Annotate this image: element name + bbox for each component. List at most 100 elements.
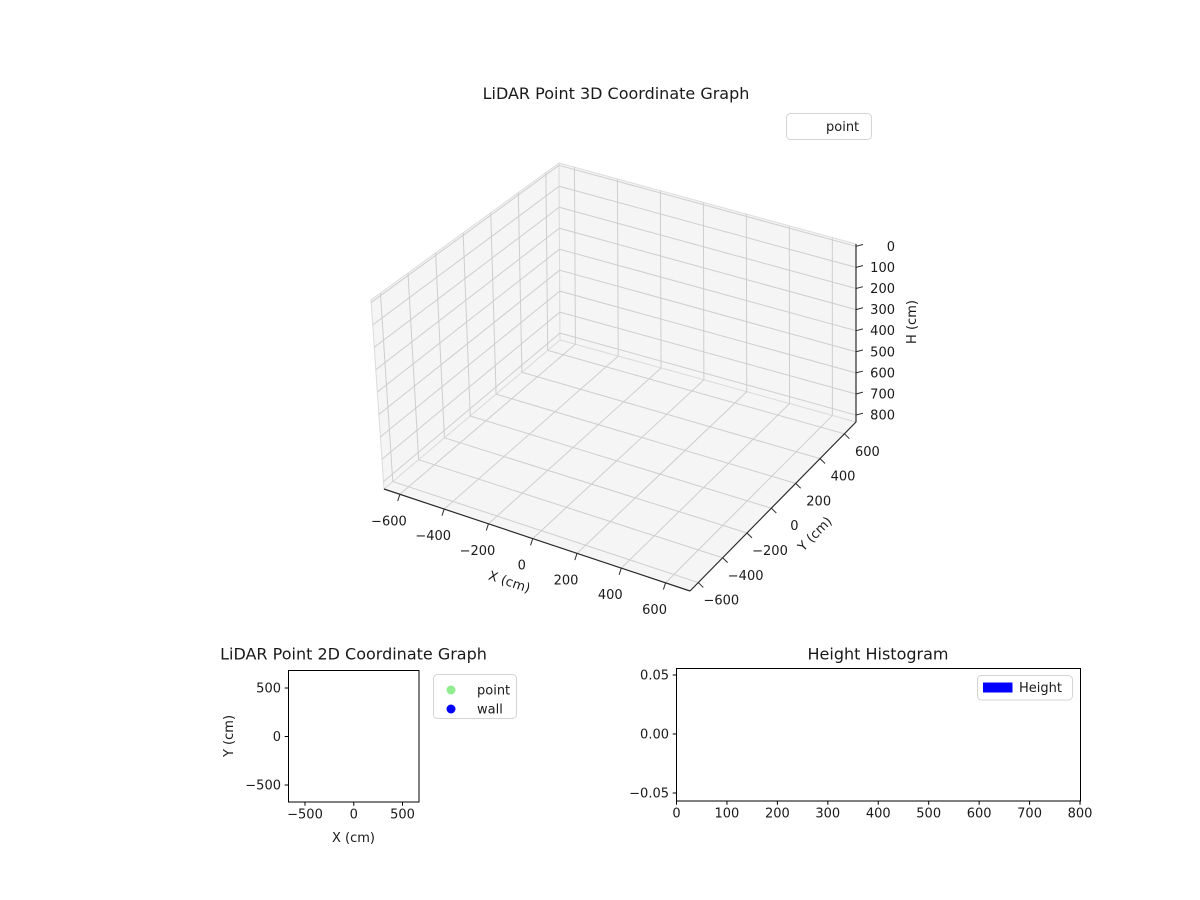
plot3d-y-tick	[722, 557, 729, 564]
plot3d-y-tick	[844, 433, 850, 440]
plot2d-x-tick-label: −500	[287, 808, 323, 823]
plot3d-grid-z	[381, 311, 561, 460]
plot2d-xaxis-label: X (cm)	[332, 831, 375, 846]
histogram-x-tick-label: 500	[916, 807, 941, 822]
plot2d-y-tick-label: 500	[256, 682, 281, 697]
plot3d-grid-z	[375, 227, 560, 371]
plot2d-legend-label-wall: wall	[477, 703, 503, 718]
plot3d-grid-y	[545, 172, 549, 351]
plot3d-y-tick-label: 600	[855, 445, 880, 460]
plot3d-grid-x	[616, 178, 619, 357]
plot2d-axes-frame	[288, 670, 420, 803]
plot3d-z-tick	[855, 370, 864, 374]
plot3d-y-tick	[771, 507, 777, 514]
histogram-legend-box	[977, 675, 1073, 701]
plot3d-z-tick-label: 700	[870, 387, 895, 402]
histogram-y-tick-label: 0.00	[640, 728, 669, 743]
plot3d-grid-y	[392, 481, 699, 584]
plot3d-yaxis-label: Y (cm)	[795, 514, 836, 555]
plot3d-z-tick	[855, 265, 864, 268]
plot3d-grid-z	[380, 290, 561, 438]
plot3d-axis-lines	[383, 244, 857, 592]
plot3d-x-tick	[574, 553, 578, 561]
plot3d-x-tick	[397, 494, 401, 502]
plot3d-z-tick-label: 300	[870, 303, 895, 318]
plot3d-grid-x	[488, 367, 662, 525]
histogram-x-tick-label: 400	[866, 807, 891, 822]
plot2d-legend-label-point: point	[477, 684, 510, 699]
histogram-y-tick-label: −0.05	[629, 787, 669, 802]
plot3d-z-tick-label: 0	[887, 240, 895, 255]
plot3d-z-tick-label: 400	[870, 324, 895, 339]
plot2d-ticks: −500 0 500 500 0 −500	[245, 682, 415, 823]
plot3d-grid-z	[559, 206, 857, 289]
plot3d-y-tick	[795, 483, 802, 489]
plot3d-grid-y	[517, 192, 523, 373]
plot3d-grid-z	[559, 290, 857, 374]
plot3d-z-tick-label: 100	[870, 261, 895, 276]
plot3d-legend-label-point: point	[826, 120, 859, 135]
plot3d-grid-x	[443, 355, 619, 510]
plot3d-x-tick	[530, 538, 534, 546]
plot3d-grid-y	[521, 371, 821, 460]
plot3d-grid-y	[435, 252, 445, 438]
plot3d-x-tick	[618, 567, 622, 575]
plot3d-y-tick-label: 400	[831, 470, 856, 485]
histogram-title: Height Histogram	[808, 645, 949, 664]
plot3d-legend-box	[786, 113, 872, 140]
plot3d-z-tick-label: 600	[870, 366, 895, 381]
plot3d-grid-z	[373, 206, 560, 348]
plot3d-grid-x	[659, 190, 662, 368]
histogram-x-tick-label: 100	[715, 807, 740, 822]
histogram-y-tick-label: 0.05	[640, 669, 669, 684]
plot3d-grid-z	[558, 185, 857, 268]
histogram-subplot: 0 100 200 300 400 500 600 700 800 0.05 0.00 −0.05 H…	[629, 645, 1092, 822]
plot3d-z-tick	[855, 349, 864, 353]
plot3d-grid-x	[532, 379, 705, 539]
plot3d-grid-y	[470, 415, 772, 509]
plot2d-subplot: −500 0 500 500 0 −500 LiDAR Point 2D Coordina…	[220, 645, 517, 846]
plot3d-z-tick	[855, 328, 864, 332]
point-marker-icon	[446, 685, 456, 695]
plot3d-y-tick-label: 0	[790, 519, 798, 534]
plot3d-grid-x	[665, 415, 833, 584]
plot2d-y-tick-label: −500	[245, 779, 281, 794]
plot3d-grid-y	[379, 293, 394, 482]
plot3d-grid-z	[559, 311, 857, 395]
plot3d-x-tick-label: 400	[598, 588, 623, 603]
plot3d-x-tick	[662, 582, 667, 590]
plot3d-x-tick	[441, 508, 445, 516]
histogram-x-tick-label: 700	[1017, 807, 1042, 822]
histogram-x-tick-label: 200	[765, 807, 790, 822]
plot3d-grid-x	[573, 167, 576, 345]
plot3d-z-tick	[855, 391, 864, 395]
plot3d-x-tick-label: −600	[371, 514, 407, 529]
plot3d-grid-z	[558, 164, 857, 247]
plot3d-subplot: −600−400−2000200400600−600−400−200020040…	[370, 84, 920, 618]
plot3d-grid-x	[702, 202, 705, 380]
plot3d-grid-y	[418, 459, 723, 559]
plot3d-grid-y	[444, 437, 748, 534]
plot3d-z-tick	[855, 307, 864, 311]
plot2d-y-tick-label: 0	[273, 730, 281, 745]
plot3d-grid-y	[490, 212, 497, 395]
plot2d-yaxis-label: Y (cm)	[222, 715, 237, 758]
plot3d-z-tick	[855, 286, 864, 289]
plot2d-x-tick-label: 0	[350, 808, 358, 823]
plot3d-grid-y	[547, 349, 845, 435]
plot3d-z-tick-label: 500	[870, 345, 895, 360]
plot3d-grid-y	[495, 393, 796, 484]
plot3d-x-tick-label: −200	[460, 544, 496, 559]
plot3d-grid-z	[383, 332, 561, 483]
plot3d-y-tick	[746, 532, 753, 539]
plot3d-x-tick-label: 200	[554, 573, 579, 588]
plot3d-panes	[370, 162, 857, 592]
plot3d-ticks: −600−400−2000200400600−600−400−200020040…	[371, 240, 895, 618]
plot3d-y-tick-label: −600	[703, 594, 739, 609]
plot3d-x-tick	[485, 523, 489, 531]
plot3d-grid-z	[559, 332, 857, 416]
plot3d-grid-y	[407, 273, 420, 460]
plot3d-legend: point	[786, 113, 872, 140]
